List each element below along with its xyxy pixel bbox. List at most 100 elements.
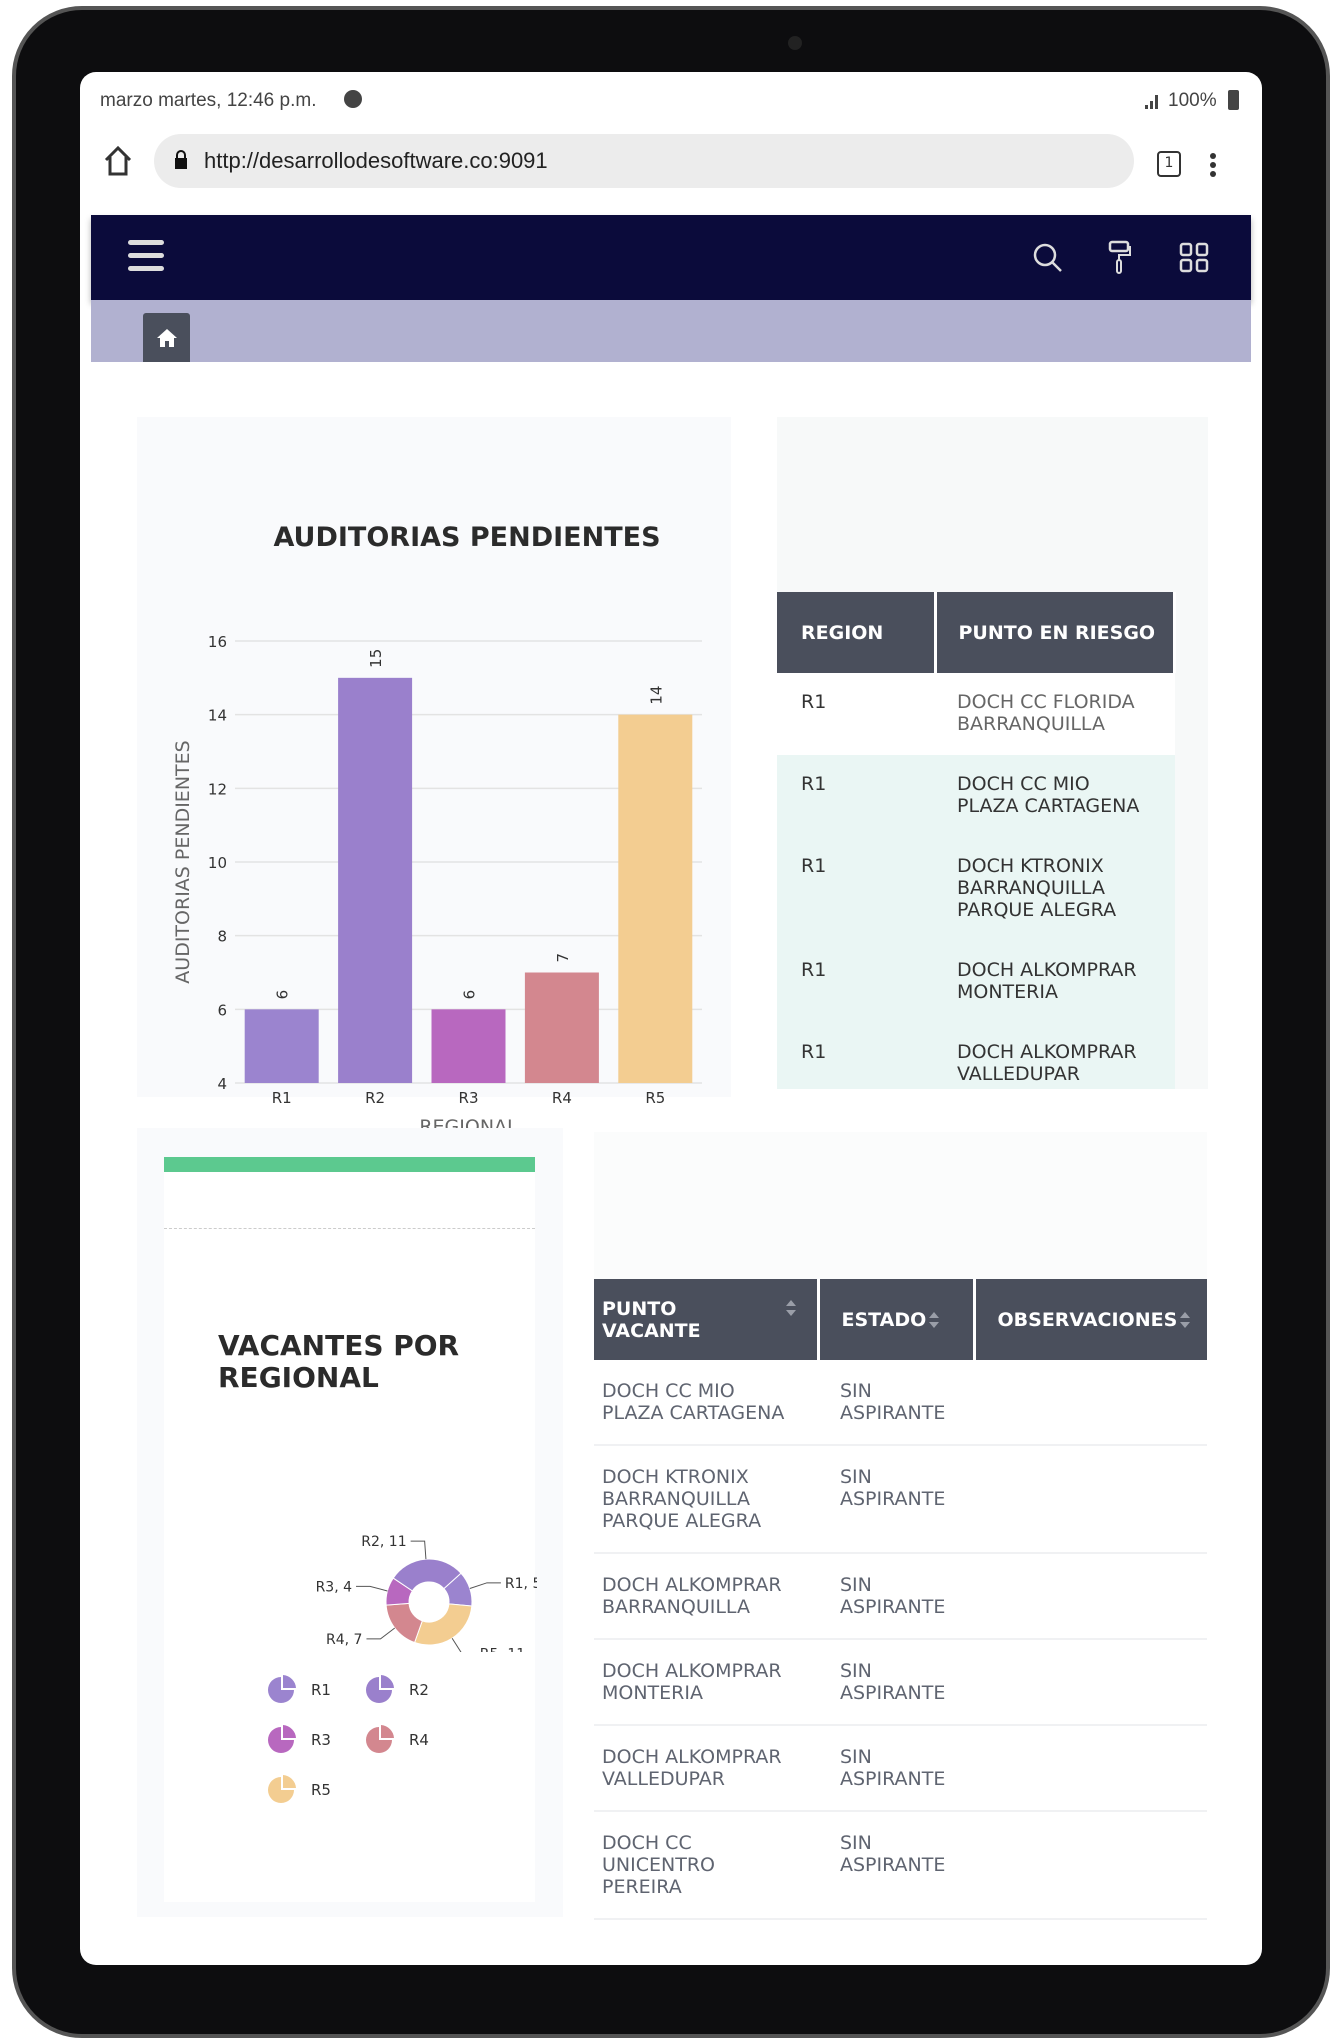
region-cell: R1 — [801, 959, 827, 981]
bar-value-label: 6 — [274, 990, 292, 1000]
header-label: PUNTO VACANTE — [602, 1297, 701, 1342]
pie-legend-icon — [268, 1725, 296, 1753]
bar-value-label: 6 — [461, 990, 479, 1000]
table-row[interactable]: DOCH KTRONIX BARRANQUILLA PARQUE ALEGRA S… — [594, 1445, 1207, 1553]
top-navbar — [91, 215, 1251, 300]
table-row[interactable]: DOCH CC UNICENTRO PEREIRA SIN ASPIRANTE — [594, 1811, 1207, 1919]
x-tick-label: R4 — [552, 1089, 572, 1107]
x-tick-label: R1 — [272, 1089, 292, 1107]
legend-item-r4[interactable]: R4 — [363, 1724, 429, 1756]
tabs-button[interactable]: 1 — [1157, 151, 1181, 177]
divider — [164, 1228, 535, 1229]
vacancy-table: PUNTO VACANTE ESTADO OBSERVACIONES DOCH … — [594, 1279, 1207, 1920]
table-row[interactable]: R1 DOCH KTRONIX BARRANQUILLA PARQUE ALEGR… — [777, 837, 1175, 941]
column-header-observaciones[interactable]: OBSERVACIONES — [974, 1279, 1207, 1360]
legend-item-r5[interactable]: R5 — [265, 1774, 331, 1806]
legend-label: R5 — [311, 1781, 331, 1799]
bar-value-label: 7 — [554, 953, 572, 963]
sort-icon[interactable] — [1179, 1311, 1191, 1329]
status-time: marzo martes, 12:46 p.m. — [100, 90, 317, 111]
camera — [788, 36, 802, 50]
bar-r2[interactable] — [338, 677, 413, 1083]
x-tick-label: R2 — [365, 1089, 385, 1107]
table-row[interactable]: DOCH ALKOMPRAR VALLEDUPAR SIN ASPIRANTE — [594, 1725, 1207, 1811]
x-tick-label: R5 — [645, 1089, 665, 1107]
hamburger-menu-icon[interactable] — [128, 240, 164, 271]
punto-vacante-cell: DOCH ALKOMPRAR VALLEDUPAR — [602, 1746, 782, 1790]
y-tick-label: 6 — [217, 1001, 227, 1019]
legend-item-r2[interactable]: R2 — [363, 1674, 429, 1706]
donut-legend: R1 R2 R3 R4 R5 — [265, 1674, 515, 1814]
signal-icon — [1145, 95, 1158, 109]
punto-cell: DOCH KTRONIX BARRANQUILLA PARQUE ALEGRA — [957, 855, 1117, 921]
donut-slice-r4[interactable] — [385, 1602, 423, 1644]
breadcrumb — [91, 300, 1251, 362]
pie-legend-icon — [268, 1675, 296, 1703]
risk-table: REGION PUNTO EN RIESGO R1 DOCH CC FLORIDA… — [777, 592, 1176, 1089]
table-row[interactable]: R1 DOCH CC MIO PLAZA CARTAGENA — [777, 755, 1175, 837]
estado-cell: SIN ASPIRANTE — [840, 1574, 946, 1618]
home-browser-icon[interactable] — [102, 144, 134, 178]
region-cell: R1 — [801, 1041, 827, 1063]
punto-vacante-cell: DOCH ALKOMPRAR BARRANQUILLA — [602, 1574, 782, 1618]
y-tick-label: 4 — [217, 1075, 227, 1093]
bar-r4[interactable] — [524, 972, 599, 1084]
home-icon — [156, 328, 177, 347]
donut-slice-r5[interactable] — [413, 1603, 473, 1646]
legend-item-r1[interactable]: R1 — [265, 1674, 331, 1706]
url-text[interactable]: http://desarrollodesoftware.co:9091 — [204, 148, 548, 173]
table-row[interactable]: DOCH ALKOMPRAR BARRANQUILLA SIN ASPIRANTE — [594, 1553, 1207, 1639]
bar-r3[interactable] — [431, 1009, 506, 1083]
column-header-region[interactable]: REGION — [777, 592, 937, 673]
table-row[interactable]: DOCH ALKOMPRAR MONTERIA SIN ASPIRANTE — [594, 1639, 1207, 1725]
punto-vacante-cell: DOCH ALKOMPRAR MONTERIA — [602, 1660, 782, 1704]
table-row[interactable]: R1 DOCH ALKOMPRAR VALLEDUPAR — [777, 1023, 1175, 1089]
bar-value-label: 15 — [367, 649, 385, 668]
url-bar[interactable]: http://desarrollodesoftware.co:9091 — [154, 134, 1134, 188]
donut-slice-r2[interactable] — [392, 1558, 462, 1592]
y-tick-label: 12 — [208, 780, 227, 798]
table-row[interactable]: DOCH CC MIO PLAZA CARTAGENA SIN ASPIRANTE — [594, 1360, 1207, 1445]
bar-r5[interactable] — [618, 714, 693, 1083]
table-row[interactable]: R1 DOCH CC FLORIDA BARRANQUILLA — [777, 673, 1175, 755]
legend-label: R3 — [311, 1731, 331, 1749]
region-cell: R1 — [801, 691, 827, 713]
region-cell: R1 — [801, 773, 827, 795]
paint-roller-icon[interactable] — [1107, 240, 1133, 276]
slice-label: R1, 5 — [505, 1576, 537, 1592]
y-tick-label: 14 — [208, 707, 227, 725]
screen: marzo martes, 12:46 p.m. 100% http://des… — [80, 72, 1262, 1965]
header-label: OBSERVACIONES — [997, 1308, 1178, 1331]
table-row[interactable]: R1 DOCH ALKOMPRAR MONTERIA — [777, 941, 1175, 1023]
sort-icon[interactable] — [928, 1311, 940, 1329]
pie-legend-icon — [268, 1775, 296, 1803]
estado-cell: SIN ASPIRANTE — [840, 1380, 946, 1424]
header-label: ESTADO — [841, 1308, 927, 1331]
donut-chart: R1, 5 R5, 11 R4, 7 R3, 4 R2, 11 — [316, 1534, 537, 1652]
search-icon[interactable] — [1032, 242, 1064, 274]
punto-vacante-cell: DOCH CC UNICENTRO PEREIRA — [602, 1832, 715, 1898]
menu-kebab-icon[interactable] — [1208, 152, 1218, 178]
column-header-punto-vacante[interactable]: PUNTO VACANTE — [594, 1279, 820, 1360]
bar-value-label: 14 — [647, 686, 665, 705]
region-cell: R1 — [801, 855, 827, 877]
estado-cell: SIN ASPIRANTE — [840, 1466, 946, 1510]
bar-chart-title: AUDITORIAS PENDIENTES — [273, 522, 661, 553]
sort-icon[interactable] — [785, 1299, 797, 1317]
y-tick-label: 16 — [208, 633, 227, 651]
observaciones-cell — [974, 1725, 1207, 1811]
apps-grid-icon[interactable] — [1179, 242, 1209, 274]
accent-bar — [164, 1157, 535, 1172]
battery-level: 100% — [1168, 90, 1217, 111]
spotify-icon — [344, 90, 362, 108]
punto-cell: DOCH CC MIO PLAZA CARTAGENA — [957, 773, 1140, 817]
slice-label: R5, 11 — [480, 1646, 525, 1652]
bar-r1[interactable] — [244, 1009, 319, 1083]
column-header-punto-en-riesgo[interactable]: PUNTO EN RIESGO — [935, 592, 1176, 673]
punto-cell: DOCH ALKOMPRAR VALLEDUPAR — [957, 1041, 1137, 1085]
breadcrumb-home-button[interactable] — [143, 313, 190, 362]
column-header-estado[interactable]: ESTADO — [818, 1279, 976, 1360]
punto-cell: DOCH CC FLORIDA BARRANQUILLA — [957, 691, 1135, 735]
legend-item-r3[interactable]: R3 — [265, 1724, 331, 1756]
observaciones-cell — [974, 1445, 1207, 1553]
